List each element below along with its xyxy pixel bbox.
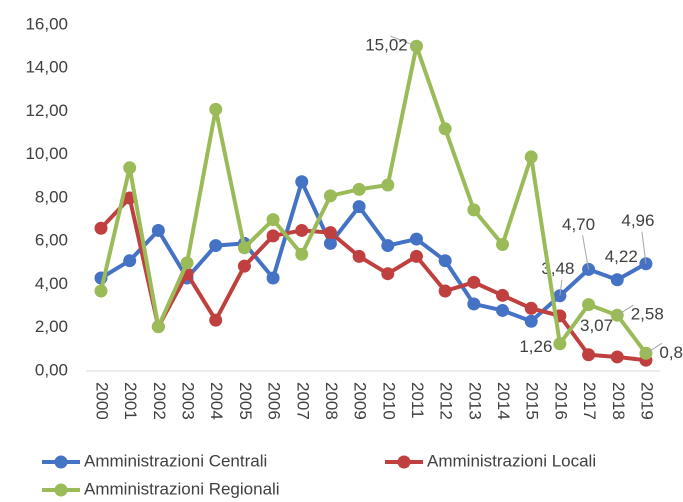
data-point (610, 273, 624, 287)
data-label: 0,82 (659, 343, 683, 362)
x-tick-label: 2000 (93, 382, 112, 420)
data-point (438, 254, 452, 268)
data-point (524, 314, 538, 328)
data-point (381, 267, 395, 281)
leader-line (582, 235, 590, 270)
data-point (209, 102, 223, 116)
data-point (438, 284, 452, 298)
data-point (295, 247, 309, 261)
data-point (438, 122, 452, 136)
legend-marker (397, 455, 411, 469)
data-point (467, 275, 481, 289)
x-tick-label: 2008 (322, 382, 341, 420)
data-label: 4,96 (621, 211, 654, 230)
data-label: 3,07 (580, 316, 613, 335)
leader-line (645, 342, 663, 354)
data-point (496, 237, 510, 251)
leader-line (559, 279, 563, 296)
data-point (524, 150, 538, 164)
data-point (266, 271, 280, 285)
data-point (151, 223, 165, 237)
leader-line (390, 35, 417, 47)
legend-marker (54, 455, 68, 469)
series-line (99, 44, 648, 355)
data-point (94, 221, 108, 235)
data-label: 4,22 (605, 247, 638, 266)
data-label: 4,70 (562, 215, 595, 234)
data-point (266, 229, 280, 243)
data-point (496, 288, 510, 302)
data-point (381, 239, 395, 253)
y-tick-label: 12,00 (25, 101, 68, 120)
x-tick-label: 2004 (207, 382, 226, 420)
x-tick-label: 2015 (523, 382, 542, 420)
y-tick-label: 14,00 (25, 58, 68, 77)
leader-line (616, 304, 634, 316)
x-tick-label: 2006 (265, 382, 284, 420)
data-point (352, 249, 366, 263)
x-tick-label: 2009 (351, 382, 370, 420)
x-tick-label: 2012 (437, 382, 456, 420)
data-point (295, 223, 309, 237)
data-point (496, 303, 510, 317)
x-tick-label: 2013 (465, 382, 484, 420)
x-tick-label: 2011 (408, 382, 427, 419)
data-label: 2,58 (631, 305, 664, 324)
data-point (323, 226, 337, 240)
data-point (610, 350, 624, 364)
data-point (209, 313, 223, 327)
x-tick-label: 2005 (236, 382, 255, 420)
y-tick-label: 6,00 (35, 231, 68, 250)
data-label: 15,02 (365, 36, 408, 55)
data-label: 1,26 (519, 337, 552, 356)
y-tick-label: 4,00 (35, 274, 68, 293)
x-tick-label: 2019 (637, 382, 656, 420)
data-point (209, 239, 223, 253)
data-point (237, 241, 251, 255)
x-tick-label: 2014 (494, 382, 513, 420)
data-point (180, 256, 194, 270)
data-point (323, 236, 337, 250)
data-point (381, 178, 395, 192)
data-point (524, 301, 538, 315)
x-tick-label: 2016 (551, 382, 570, 420)
data-point (409, 232, 423, 246)
data-point (467, 203, 481, 217)
x-tick-label: 2018 (609, 382, 628, 420)
x-tick-label: 2010 (379, 382, 398, 420)
data-point (94, 284, 108, 298)
y-tick-label: 10,00 (25, 144, 68, 163)
x-tick-label: 2001 (121, 382, 140, 420)
legend-label: Amministrazioni Regionali (84, 479, 280, 498)
x-tick-label: 2003 (179, 382, 198, 420)
data-point (123, 161, 137, 175)
data-point (323, 189, 337, 203)
data-point (295, 175, 309, 189)
data-point (467, 297, 481, 311)
legend-label: Amministrazioni Centrali (84, 451, 267, 470)
data-point (123, 254, 137, 268)
data-point (237, 259, 251, 273)
x-tick-label: 2007 (293, 382, 312, 420)
data-point (582, 298, 596, 312)
x-tick-label: 2017 (580, 382, 599, 420)
legend-label: Amministrazioni Locali (427, 451, 596, 470)
data-point (582, 348, 596, 362)
data-point (151, 320, 165, 334)
data-point (352, 182, 366, 196)
data-point (553, 337, 567, 351)
legend-marker (54, 483, 68, 497)
y-tick-label: 16,00 (25, 14, 68, 33)
data-point (266, 213, 280, 227)
data-point (409, 249, 423, 263)
x-tick-label: 2002 (150, 382, 169, 420)
data-point (352, 200, 366, 214)
y-tick-label: 2,00 (35, 317, 68, 336)
y-tick-label: 8,00 (35, 187, 68, 206)
leader-line (641, 231, 647, 264)
y-tick-label: 0,00 (35, 360, 68, 379)
